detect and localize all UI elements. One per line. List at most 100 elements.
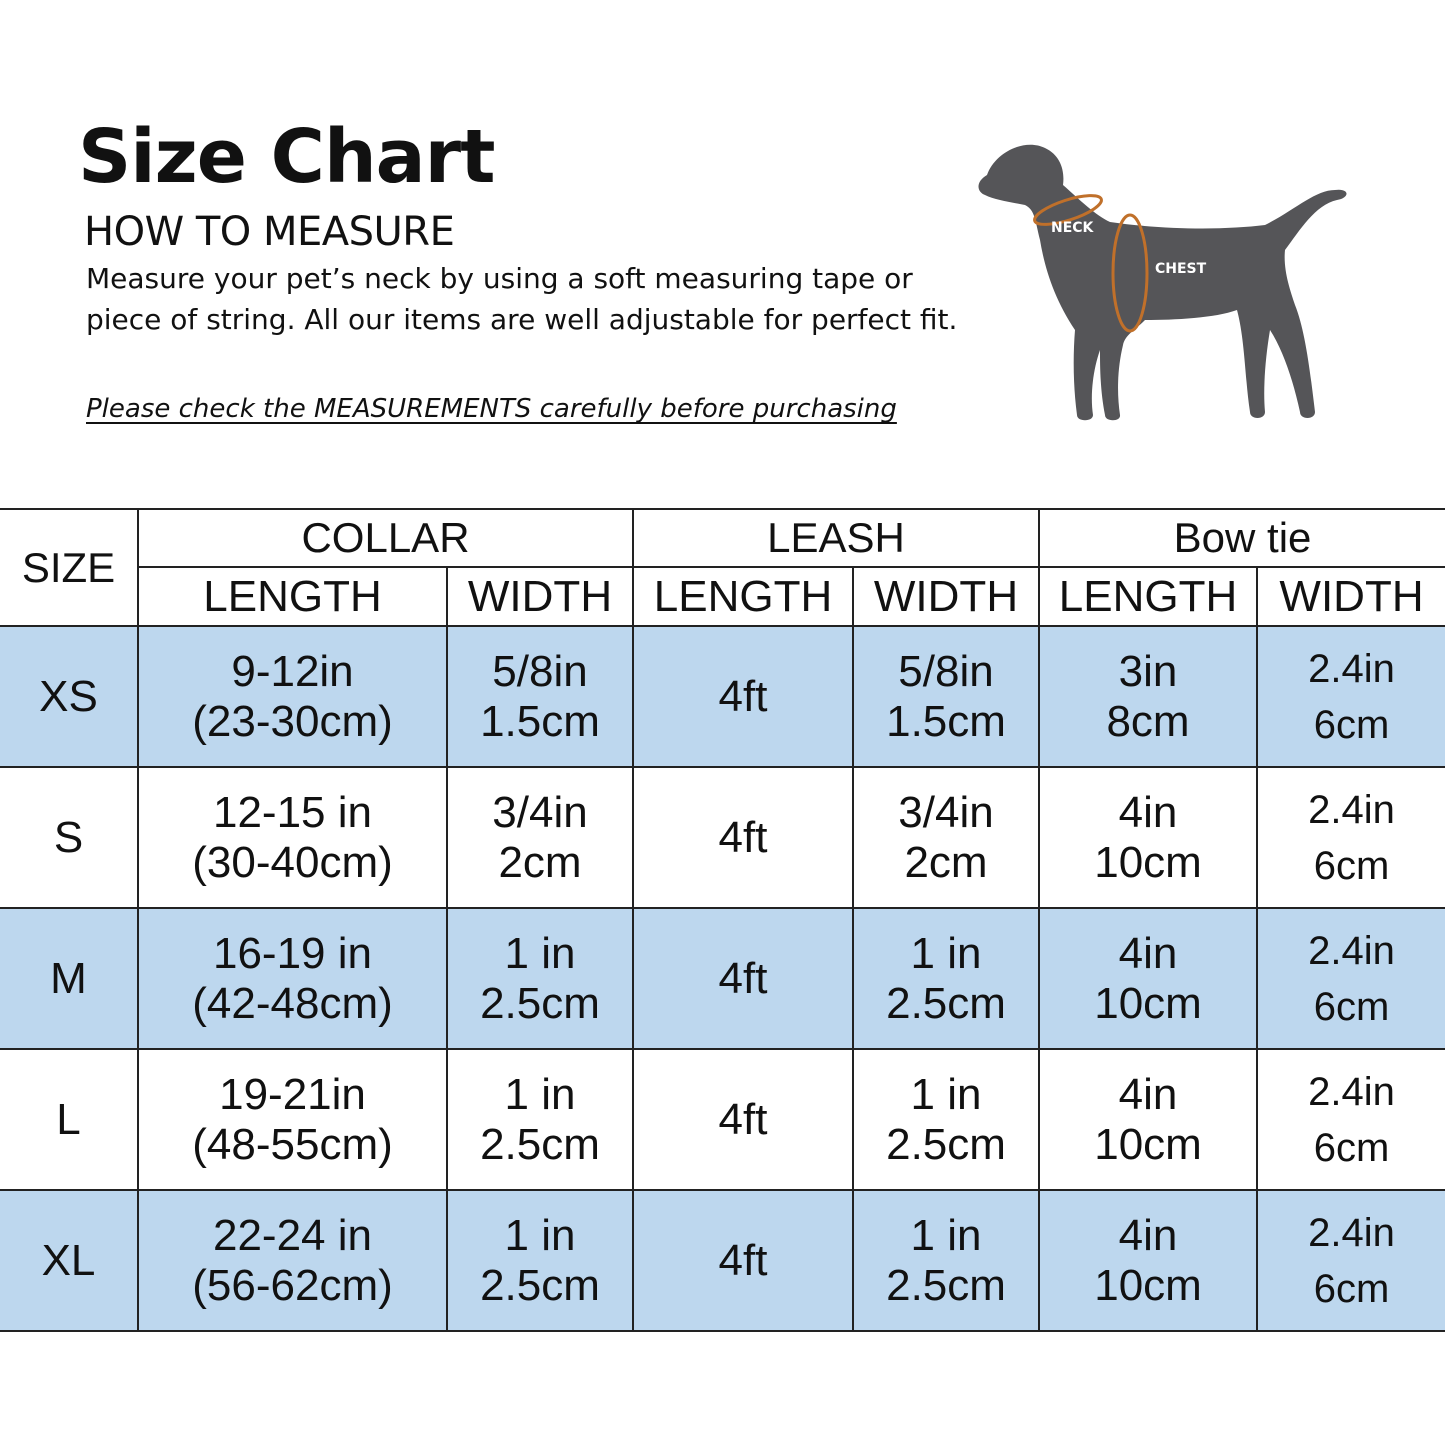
collar-length-cell: 22-24 in (56-62cm): [137, 1189, 448, 1332]
leash-width-cell-line: 1.5cm: [886, 696, 1006, 746]
leash-length-cell-line: 4ft: [718, 671, 768, 721]
leash-length-cell-line: 4ft: [718, 953, 768, 1003]
leash-width-cell-line: 2.5cm: [886, 1260, 1006, 1310]
size-cell-line: XL: [41, 1235, 96, 1285]
table-row: XL 22-24 in (56-62cm) 1 in 2.5cm 4ft 1 in 2.5cm…: [0, 1189, 1445, 1332]
bow-width-cell-line: 2.4in: [1308, 787, 1395, 832]
collar-width-cell: 3/4in 2cm: [446, 766, 634, 909]
bow-width-cell: 2.4in 6cm: [1256, 625, 1445, 768]
collar-width-cell-line: 1 in: [504, 1210, 576, 1260]
leash-width-cell: 1 in 2.5cm: [851, 907, 1041, 1050]
table-row: XS 9-12in (23-30cm) 5/8in 1.5cm 4ft 5/8in 1.5cm…: [0, 625, 1445, 768]
bow-width-cell: 2.4in 6cm: [1256, 1189, 1445, 1332]
table-row: M 16-19 in (42-48cm) 1 in 2.5cm 4ft 1 in 2.5cm 4…: [0, 907, 1445, 1050]
size-header: SIZE: [0, 508, 139, 627]
size-table: SIZE COLLAR LEASH Bow tie LENGTH WIDTH L…: [0, 508, 1445, 1332]
collar-width-cell-line: 1.5cm: [480, 696, 600, 746]
bow-length-cell-line: 4in: [1118, 1210, 1178, 1260]
bow-length-cell: 4in 10cm: [1038, 1189, 1259, 1332]
neck-label: NECK: [1051, 220, 1095, 236]
leash-length-cell: 4ft: [632, 1048, 854, 1191]
leash-width-cell-line: 2.5cm: [886, 1119, 1006, 1169]
bow-length-cell-line: 10cm: [1094, 1119, 1202, 1169]
collar-width-cell-line: 5/8in: [492, 646, 588, 696]
collar-length-cell: 12-15 in (30-40cm): [137, 766, 448, 909]
size-cell: XS: [0, 625, 139, 768]
bow-length-cell-line: 10cm: [1094, 978, 1202, 1028]
bow-width-cell: 2.4in 6cm: [1256, 1048, 1445, 1191]
leash-length-cell: 4ft: [632, 625, 854, 768]
bow-width-cell-line: 2.4in: [1308, 646, 1395, 691]
collar-width-cell-line: 2.5cm: [480, 1260, 600, 1310]
collar-width-cell-line: 1 in: [504, 1069, 576, 1119]
leash-length-cell: 4ft: [632, 1189, 854, 1332]
bow-length-cell-line: 8cm: [1106, 696, 1190, 746]
bow-width-cell-line: 6cm: [1313, 1125, 1390, 1170]
leash-width-cell-line: 3/4in: [898, 787, 994, 837]
leash-length-cell: 4ft: [632, 766, 854, 909]
leash-length-header: LENGTH: [632, 566, 854, 627]
collar-width-cell-line: 1 in: [504, 928, 576, 978]
leash-length-cell-line: 4ft: [718, 812, 768, 862]
collar-width-cell-line: 3/4in: [492, 787, 588, 837]
chest-tape-icon: [1111, 213, 1149, 333]
bow-width-cell: 2.4in 6cm: [1256, 766, 1445, 909]
collar-length-cell-line: 12-15 in: [212, 787, 372, 837]
bow-length-cell: 4in 10cm: [1038, 907, 1259, 1050]
leash-width-cell-line: 2cm: [904, 837, 988, 887]
bow-length-cell: 4in 10cm: [1038, 1048, 1259, 1191]
collar-length-cell: 19-21in (48-55cm): [137, 1048, 448, 1191]
dog-silhouette-icon: [978, 144, 1347, 421]
neck-tape-icon: [1033, 194, 1103, 226]
bow-width-cell: 2.4in 6cm: [1256, 907, 1445, 1050]
leash-width-cell-line: 1 in: [910, 1210, 982, 1260]
collar-length-header: LENGTH: [137, 566, 448, 627]
size-cell-line: L: [56, 1094, 81, 1144]
leash-width-cell: 1 in 2.5cm: [851, 1189, 1041, 1332]
bow-width-cell-line: 2.4in: [1308, 1210, 1395, 1255]
leash-length-cell-line: 4ft: [718, 1235, 768, 1285]
size-cell: XL: [0, 1189, 139, 1332]
dog-measurement-diagram: NECK CHEST: [978, 144, 1347, 421]
bow-width-cell-line: 6cm: [1313, 843, 1390, 888]
collar-width-cell: 1 in 2.5cm: [446, 1048, 634, 1191]
collar-length-cell-line: 9-12in: [231, 646, 354, 696]
leash-length-cell-line: 4ft: [718, 1094, 768, 1144]
collar-length-cell-line: 22-24 in: [212, 1210, 372, 1260]
collar-length-cell: 9-12in (23-30cm): [137, 625, 448, 768]
leash-header: LEASH: [631, 508, 1041, 568]
size-cell: L: [0, 1048, 139, 1191]
leash-width-cell-line: 1 in: [910, 1069, 982, 1119]
leash-width-cell: 1 in 2.5cm: [851, 1048, 1041, 1191]
collar-header: COLLAR: [137, 508, 634, 568]
bow-width-cell-line: 6cm: [1313, 702, 1390, 747]
leash-length-cell: 4ft: [632, 907, 854, 1050]
collar-width-cell-line: 2.5cm: [480, 978, 600, 1028]
leash-width-header: WIDTH: [851, 566, 1041, 627]
collar-width-header: WIDTH: [446, 566, 634, 627]
size-cell: M: [0, 907, 139, 1050]
leash-width-cell-line: 5/8in: [898, 646, 994, 696]
chest-label: CHEST: [1155, 261, 1207, 277]
bow-length-cell-line: 4in: [1118, 928, 1178, 978]
bow-length-cell-line: 4in: [1118, 787, 1178, 837]
collar-length-cell-line: (42-48cm): [192, 978, 393, 1028]
collar-length-cell-line: 19-21in: [219, 1069, 366, 1119]
size-cell: S: [0, 766, 139, 909]
collar-length-cell-line: (48-55cm): [192, 1119, 393, 1169]
collar-width-cell-line: 2cm: [498, 837, 582, 887]
collar-length-cell-line: (56-62cm): [192, 1260, 393, 1310]
bow-width-cell-line: 2.4in: [1308, 928, 1395, 973]
collar-length-cell-line: 16-19 in: [212, 928, 372, 978]
leash-width-cell: 3/4in 2cm: [851, 766, 1041, 909]
bow-length-header: LENGTH: [1038, 566, 1259, 627]
collar-width-cell-line: 2.5cm: [480, 1119, 600, 1169]
description: Measure your pet’s neck by using a soft …: [86, 262, 958, 336]
table-row: S 12-15 in (30-40cm) 3/4in 2cm 4ft 3/4in 2cm 4in…: [0, 766, 1445, 909]
bow-length-cell-line: 4in: [1118, 1069, 1178, 1119]
leash-width-cell: 5/8in 1.5cm: [851, 625, 1041, 768]
bow-length-cell: 4in 10cm: [1038, 766, 1259, 909]
subtitle: HOW TO MEASURE: [84, 209, 455, 255]
bow-width-cell-line: 2.4in: [1308, 1069, 1395, 1114]
collar-width-cell: 1 in 2.5cm: [446, 1189, 634, 1332]
